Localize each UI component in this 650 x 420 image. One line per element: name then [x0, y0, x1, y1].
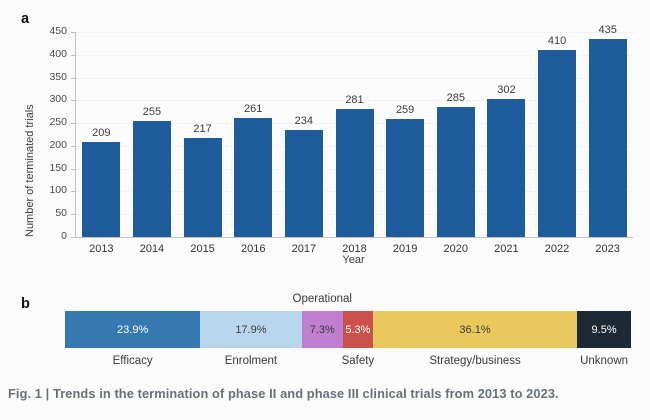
x-tick-label: 2015 [190, 243, 215, 255]
y-tick-mark [71, 54, 76, 56]
y-tick-label: 150 [49, 161, 67, 174]
segment-label-unknown: Unknown [580, 355, 629, 367]
y-tick-mark [71, 191, 76, 193]
gridline [76, 54, 633, 56]
x-axis-title: Year [342, 254, 365, 266]
bar-2019 [386, 119, 425, 237]
segment-label-strategy-business: Strategy/business [429, 355, 521, 367]
bar-value-label: 261 [244, 103, 263, 116]
y-tick-mark [71, 168, 76, 170]
x-tick-label: 2020 [443, 243, 468, 255]
y-tick-label: 250 [49, 116, 67, 129]
segment-label-enrolment: Enrolment [224, 355, 278, 367]
bar-2014 [132, 120, 171, 237]
bar-2021 [487, 99, 526, 237]
x-tick-label: 2013 [89, 243, 114, 255]
y-tick-mark [71, 214, 76, 216]
y-tick-mark [71, 77, 76, 79]
segment-operational: 7.3% Operational [293, 293, 352, 348]
termination-reasons-stacked-bar: 23.9% Efficacy 17.9% Enrolment 7.3% Operation… [65, 293, 631, 367]
segment-label-safety: Safety [341, 355, 375, 367]
y-tick-mark [71, 32, 76, 33]
gridline [76, 100, 633, 102]
bar-value-label: 302 [497, 84, 516, 97]
segment-value-unknown: 9.5% [591, 323, 617, 336]
bar-value-label: 259 [395, 104, 415, 117]
x-tick-label: 2021 [494, 243, 519, 255]
y-tick-mark [71, 100, 76, 102]
y-tick-mark [71, 123, 76, 125]
x-tick-label: 2018 [342, 243, 367, 255]
x-tick-label: 2014 [139, 243, 165, 255]
bar-value-label: 410 [547, 35, 567, 48]
segment-label-efficacy: Efficacy [112, 355, 153, 367]
y-tick-label: 450 [49, 25, 67, 37]
x-tick-label: 2016 [240, 243, 266, 255]
y-tick-label: 400 [49, 47, 67, 60]
y-tick-label: 200 [49, 138, 67, 151]
figure-caption: Fig. 1 | Trends in the termination of ph… [8, 386, 559, 401]
x-tick-label: 2023 [595, 243, 620, 255]
y-tick-label: 100 [49, 184, 67, 197]
y-tick-label: 300 [49, 93, 67, 106]
segment-strategy-business: 36.1% Strategy/business [372, 311, 578, 367]
bar-value-label: 285 [446, 92, 465, 105]
bar-value-label: 209 [92, 126, 111, 139]
segment-efficacy: 23.9% Efficacy [65, 311, 201, 367]
y-tick-label: 350 [49, 70, 67, 83]
y-axis-title: Number of terminated trials [24, 104, 36, 237]
x-tick-label: 2022 [544, 243, 570, 255]
bar-value-label: 255 [142, 105, 162, 118]
y-tick-mark [71, 237, 76, 238]
bar-2013 [82, 141, 121, 237]
bar-2017 [284, 130, 323, 237]
y-tick-label: 50 [55, 207, 67, 220]
segment-value-operational: 7.3% [309, 323, 335, 336]
segment-unknown: 9.5% Unknown [577, 311, 631, 367]
bar-value-label: 234 [294, 115, 314, 128]
segment-label-operational: Operational [292, 293, 352, 305]
bar-2016 [234, 118, 273, 237]
x-tick-label: 2019 [392, 243, 418, 255]
bar-value-label: 281 [345, 94, 364, 106]
panel-a-label: a [21, 11, 30, 27]
bar-2023 [588, 38, 627, 237]
segment-value-strategy-business: 36.1% [459, 323, 491, 336]
segment-safety: 5.3% Safety [342, 311, 374, 367]
bar-value-label: 435 [598, 23, 617, 36]
gridline [76, 77, 633, 79]
panel-b-label: b [21, 296, 30, 312]
segment-value-safety: 5.3% [345, 323, 371, 336]
segment-value-efficacy: 23.9% [117, 323, 149, 336]
x-tick-label: 2017 [291, 243, 317, 255]
gridline [76, 32, 633, 33]
y-tick-mark [71, 145, 76, 147]
bar-value-label: 217 [193, 123, 212, 136]
bar-2018 [335, 109, 374, 237]
bar-2020 [436, 107, 475, 237]
segment-value-enrolment: 17.9% [235, 323, 267, 336]
terminated-trials-bar-chart: 0 50 100 150 200 250 300 350 400 450 209 2013 255 201… [49, 24, 633, 255]
bar-2022 [538, 50, 577, 237]
bar-2015 [183, 138, 222, 237]
y-tick-label: 0 [61, 230, 67, 242]
segment-enrolment: 17.9% Enrolment [200, 311, 302, 367]
